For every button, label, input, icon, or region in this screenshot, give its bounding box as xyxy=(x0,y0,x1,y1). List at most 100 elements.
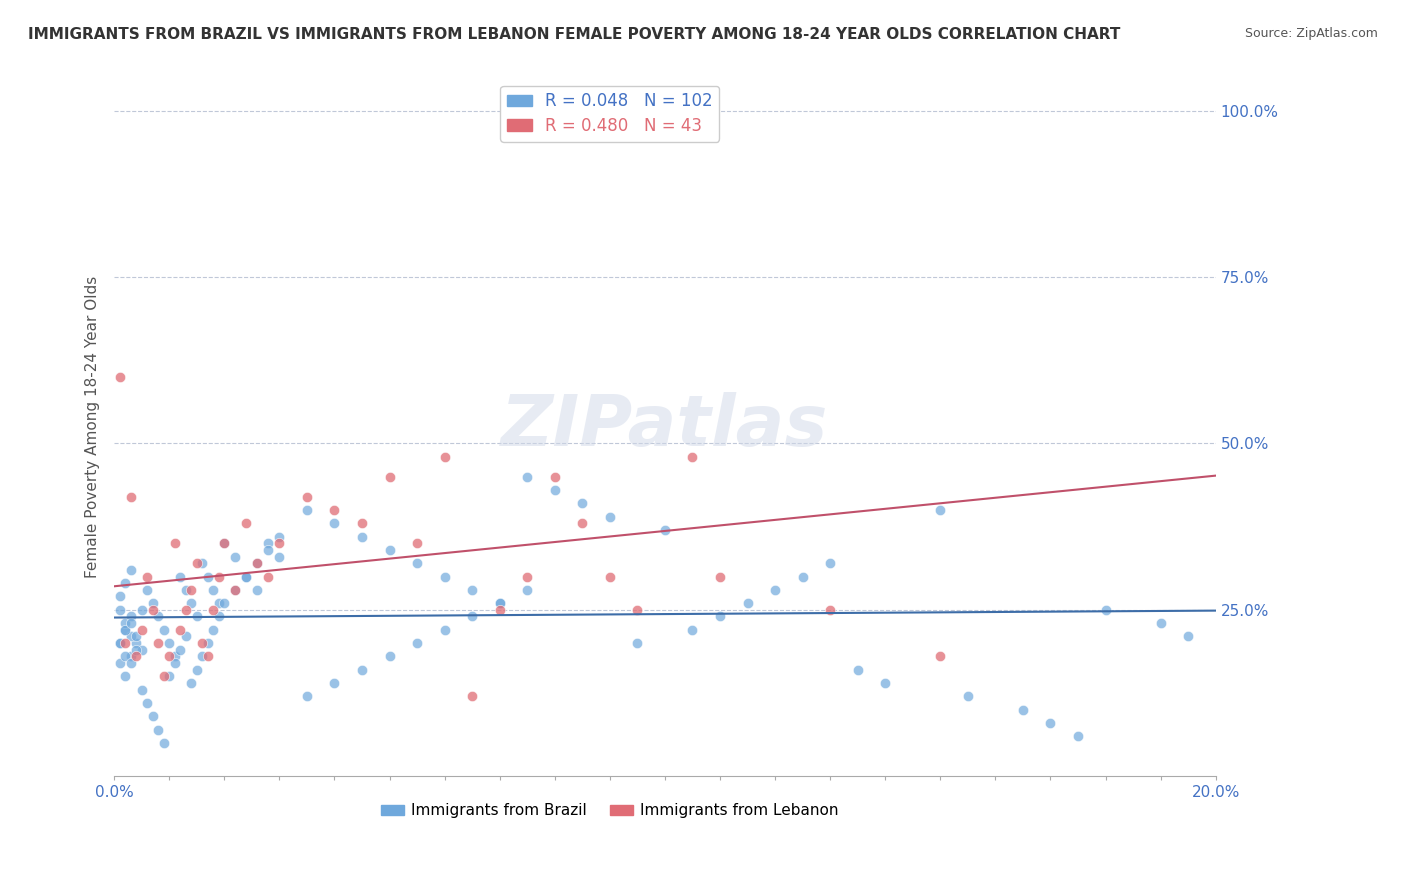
Point xyxy=(114,623,136,637)
Point xyxy=(208,609,231,624)
Point xyxy=(763,582,786,597)
Point xyxy=(202,582,225,597)
Point xyxy=(191,636,214,650)
Point xyxy=(269,530,291,544)
Point xyxy=(378,469,401,483)
Point xyxy=(191,649,214,664)
Point xyxy=(1094,603,1116,617)
Point xyxy=(433,569,456,583)
Point xyxy=(163,656,186,670)
Point xyxy=(152,669,174,683)
Point xyxy=(406,536,429,550)
Point xyxy=(186,663,208,677)
Point xyxy=(295,490,318,504)
Point xyxy=(148,609,170,624)
Point xyxy=(214,536,236,550)
Point xyxy=(125,642,148,657)
Point xyxy=(875,676,897,690)
Point xyxy=(202,603,225,617)
Point xyxy=(224,582,246,597)
Point xyxy=(108,370,131,384)
Point xyxy=(792,569,814,583)
Point xyxy=(120,490,142,504)
Point xyxy=(488,603,510,617)
Point xyxy=(956,690,979,704)
Point xyxy=(131,623,153,637)
Point xyxy=(131,603,153,617)
Point xyxy=(406,636,429,650)
Point xyxy=(246,582,269,597)
Point xyxy=(323,503,346,517)
Point xyxy=(246,556,269,570)
Point xyxy=(142,709,165,723)
Point xyxy=(180,582,202,597)
Point xyxy=(323,516,346,531)
Point xyxy=(142,603,165,617)
Point xyxy=(461,609,484,624)
Point xyxy=(131,682,153,697)
Point xyxy=(202,623,225,637)
Point xyxy=(1012,703,1035,717)
Point xyxy=(148,723,170,737)
Y-axis label: Female Poverty Among 18-24 Year Olds: Female Poverty Among 18-24 Year Olds xyxy=(86,276,100,578)
Point xyxy=(163,649,186,664)
Point xyxy=(108,590,131,604)
Point xyxy=(169,569,191,583)
Point xyxy=(120,629,142,643)
Point xyxy=(571,516,593,531)
Point xyxy=(1067,729,1090,743)
Point xyxy=(108,603,131,617)
Point xyxy=(208,596,231,610)
Point xyxy=(433,450,456,464)
Point xyxy=(1039,715,1062,730)
Point xyxy=(350,530,373,544)
Text: Source: ZipAtlas.com: Source: ZipAtlas.com xyxy=(1244,27,1378,40)
Point xyxy=(180,596,202,610)
Point xyxy=(108,656,131,670)
Point xyxy=(125,636,148,650)
Point xyxy=(125,629,148,643)
Point xyxy=(120,563,142,577)
Point xyxy=(323,676,346,690)
Point xyxy=(208,569,231,583)
Point xyxy=(120,616,142,631)
Point xyxy=(157,669,180,683)
Point xyxy=(257,536,280,550)
Point xyxy=(626,636,648,650)
Point xyxy=(224,582,246,597)
Point xyxy=(114,623,136,637)
Point xyxy=(818,603,841,617)
Point xyxy=(114,616,136,631)
Point xyxy=(174,629,197,643)
Point xyxy=(626,603,648,617)
Point xyxy=(516,469,538,483)
Point xyxy=(120,656,142,670)
Legend: Immigrants from Brazil, Immigrants from Lebanon: Immigrants from Brazil, Immigrants from … xyxy=(374,797,845,824)
Point xyxy=(142,596,165,610)
Point xyxy=(818,556,841,570)
Point xyxy=(163,536,186,550)
Point xyxy=(654,117,676,131)
Point xyxy=(114,576,136,591)
Point xyxy=(246,556,269,570)
Point xyxy=(169,642,191,657)
Point xyxy=(269,536,291,550)
Point xyxy=(174,603,197,617)
Point xyxy=(929,649,952,664)
Point xyxy=(295,690,318,704)
Point xyxy=(488,596,510,610)
Point xyxy=(174,582,197,597)
Point xyxy=(516,569,538,583)
Point xyxy=(295,503,318,517)
Point xyxy=(152,736,174,750)
Point xyxy=(350,516,373,531)
Point xyxy=(197,569,219,583)
Point xyxy=(114,649,136,664)
Point xyxy=(169,623,191,637)
Point xyxy=(929,503,952,517)
Point xyxy=(114,636,136,650)
Point xyxy=(186,556,208,570)
Point xyxy=(148,636,170,650)
Point xyxy=(544,469,567,483)
Point xyxy=(180,676,202,690)
